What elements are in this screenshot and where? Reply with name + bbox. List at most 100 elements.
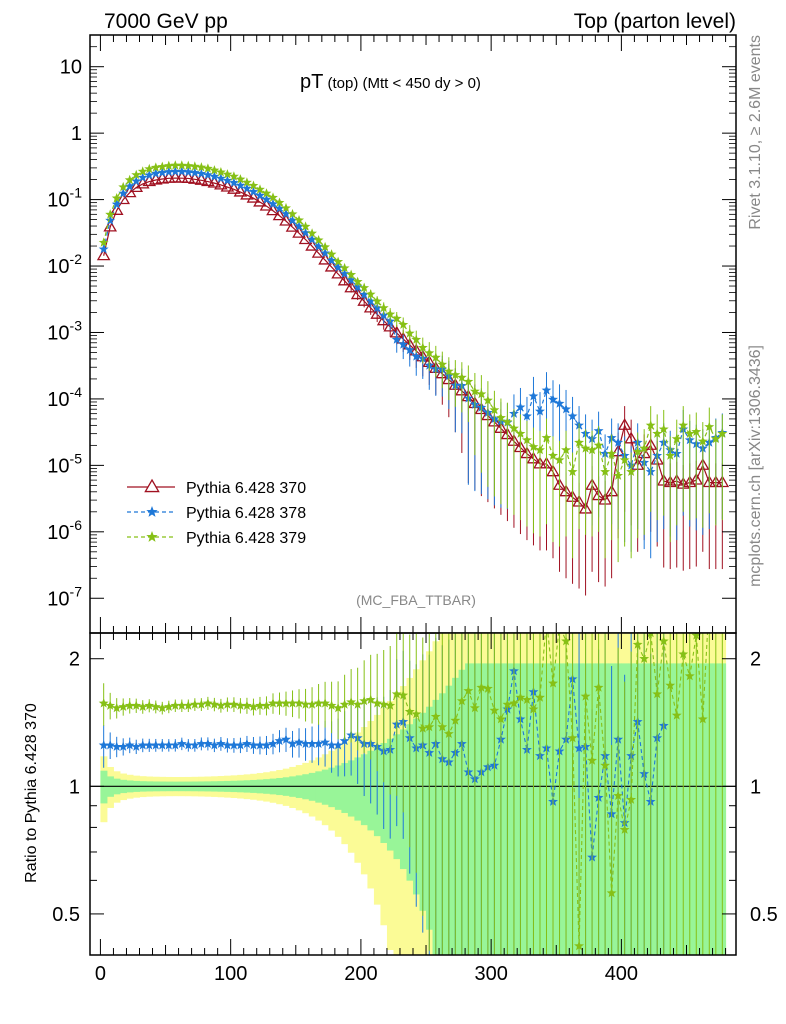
data-point-s378 bbox=[196, 168, 207, 178]
ratio-point-s379 bbox=[567, 732, 578, 743]
ratio-point-s378 bbox=[242, 738, 252, 748]
data-point-s378 bbox=[261, 194, 272, 204]
ratio-point-s378 bbox=[326, 740, 337, 750]
ratio-point-s379 bbox=[131, 700, 142, 710]
data-point-370 bbox=[272, 208, 287, 221]
data-point-s379 bbox=[548, 450, 558, 460]
data-point-s379 bbox=[274, 197, 285, 207]
data-point-370 bbox=[201, 174, 215, 187]
data-point-s379 bbox=[313, 235, 324, 245]
ratio-band-green bbox=[100, 770, 108, 804]
data-point-s378 bbox=[294, 221, 304, 231]
ratio-point-s379 bbox=[98, 698, 109, 708]
ratio-point-s379 bbox=[333, 702, 344, 713]
data-point-s379 bbox=[697, 436, 708, 446]
ratio-point-s378 bbox=[157, 740, 168, 750]
data-point-s378 bbox=[118, 188, 129, 198]
data-point-s379 bbox=[489, 404, 500, 415]
data-point-s379 bbox=[196, 162, 207, 172]
ratio-point-s378 bbox=[235, 740, 246, 750]
ratio-point-s378 bbox=[111, 741, 122, 751]
data-point-s379 bbox=[385, 309, 396, 319]
ratio-point-s379 bbox=[717, 605, 727, 614]
ratio-point-s379 bbox=[287, 698, 298, 708]
data-point-s378 bbox=[567, 411, 578, 421]
ratio-point-s379 bbox=[346, 696, 357, 707]
ratio-point-s378 bbox=[333, 740, 344, 750]
data-point-s379 bbox=[365, 289, 376, 299]
data-point-370 bbox=[383, 319, 398, 332]
ratio-point-s379 bbox=[456, 695, 467, 706]
data-point-370 bbox=[246, 190, 261, 203]
data-point-s379 bbox=[541, 432, 552, 442]
ratio-point-s378 bbox=[287, 738, 298, 748]
ratio-point-s379 bbox=[183, 700, 194, 710]
ratio-point-s379 bbox=[281, 698, 291, 708]
plot-title: pT (top) (Mtt < 450 dy > 0) bbox=[300, 71, 481, 93]
data-point-s378 bbox=[548, 394, 558, 404]
data-point-s379 bbox=[606, 448, 617, 458]
mcplots-label: mcplots.cern.ch [arXiv:1306.3436] bbox=[747, 345, 764, 587]
data-point-s379 bbox=[443, 366, 454, 376]
ratio-point-s378 bbox=[118, 741, 129, 751]
data-point-s378 bbox=[398, 339, 409, 349]
ratio-point-s379 bbox=[365, 694, 376, 704]
data-point-s379 bbox=[326, 249, 337, 259]
ratio-point-s379 bbox=[639, 653, 650, 663]
data-point-s379 bbox=[339, 262, 350, 273]
data-point-s379 bbox=[294, 215, 304, 225]
ratio-point-s378 bbox=[137, 740, 148, 750]
analysis-watermark: (MC_FBA_TTBAR) bbox=[356, 592, 476, 608]
ratio-point-s379 bbox=[124, 700, 135, 710]
data-point-370 bbox=[253, 194, 267, 207]
ratio-y-tick-label: 0.5 bbox=[52, 904, 80, 926]
data-point-370 bbox=[181, 171, 196, 184]
data-point-s379 bbox=[704, 421, 715, 432]
data-point-s379 bbox=[242, 177, 252, 187]
ratio-point-s378 bbox=[261, 740, 272, 750]
data-point-s379 bbox=[320, 241, 330, 252]
data-point-s379 bbox=[710, 433, 721, 444]
data-point-s378 bbox=[215, 173, 226, 183]
ratio-point-s379 bbox=[665, 680, 676, 690]
ratio-point-s379 bbox=[118, 701, 129, 711]
ratio-point-s378 bbox=[229, 740, 239, 750]
ratio-point-s379 bbox=[300, 699, 311, 709]
y-tick-label: 10-4 bbox=[47, 384, 82, 411]
ratio-point-s379 bbox=[476, 682, 487, 692]
y-tick-label: 1 bbox=[71, 123, 82, 145]
ratio-point-s378 bbox=[281, 734, 291, 744]
data-point-s379 bbox=[372, 296, 383, 306]
ratio-point-s378 bbox=[124, 740, 135, 750]
ratio-point-s379 bbox=[378, 699, 389, 709]
data-point-s379 bbox=[352, 276, 363, 286]
ratio-point-s379 bbox=[248, 701, 259, 711]
data-point-s378 bbox=[222, 175, 233, 185]
data-point-s379 bbox=[300, 221, 311, 231]
ratio-point-s379 bbox=[157, 702, 168, 713]
ratio-point-s379 bbox=[150, 701, 161, 711]
data-point-s379 bbox=[118, 181, 129, 192]
data-point-s379 bbox=[496, 412, 506, 422]
y-tick-label: 10-7 bbox=[47, 583, 82, 610]
data-point-370 bbox=[220, 179, 235, 192]
data-point-s379 bbox=[671, 433, 682, 444]
data-point-s379 bbox=[717, 428, 728, 438]
data-point-s379 bbox=[183, 160, 194, 171]
ratio-point-s378 bbox=[202, 738, 213, 748]
data-point-s378 bbox=[378, 310, 389, 320]
ratio-point-s379 bbox=[600, 760, 611, 770]
ratio-plot-area bbox=[90, 605, 736, 955]
data-point-s379 bbox=[404, 328, 415, 338]
legend-marker-370 bbox=[144, 478, 160, 493]
ratio-point-s379 bbox=[326, 700, 337, 710]
data-point-s379 bbox=[554, 454, 565, 465]
ratio-point-s379 bbox=[398, 690, 409, 700]
data-point-s379 bbox=[144, 163, 155, 174]
ratio-point-s379 bbox=[671, 710, 682, 720]
ratio-point-s379 bbox=[320, 698, 330, 708]
data-point-s378 bbox=[202, 169, 213, 180]
data-point-s379 bbox=[613, 470, 624, 480]
data-point-s379 bbox=[645, 420, 656, 430]
